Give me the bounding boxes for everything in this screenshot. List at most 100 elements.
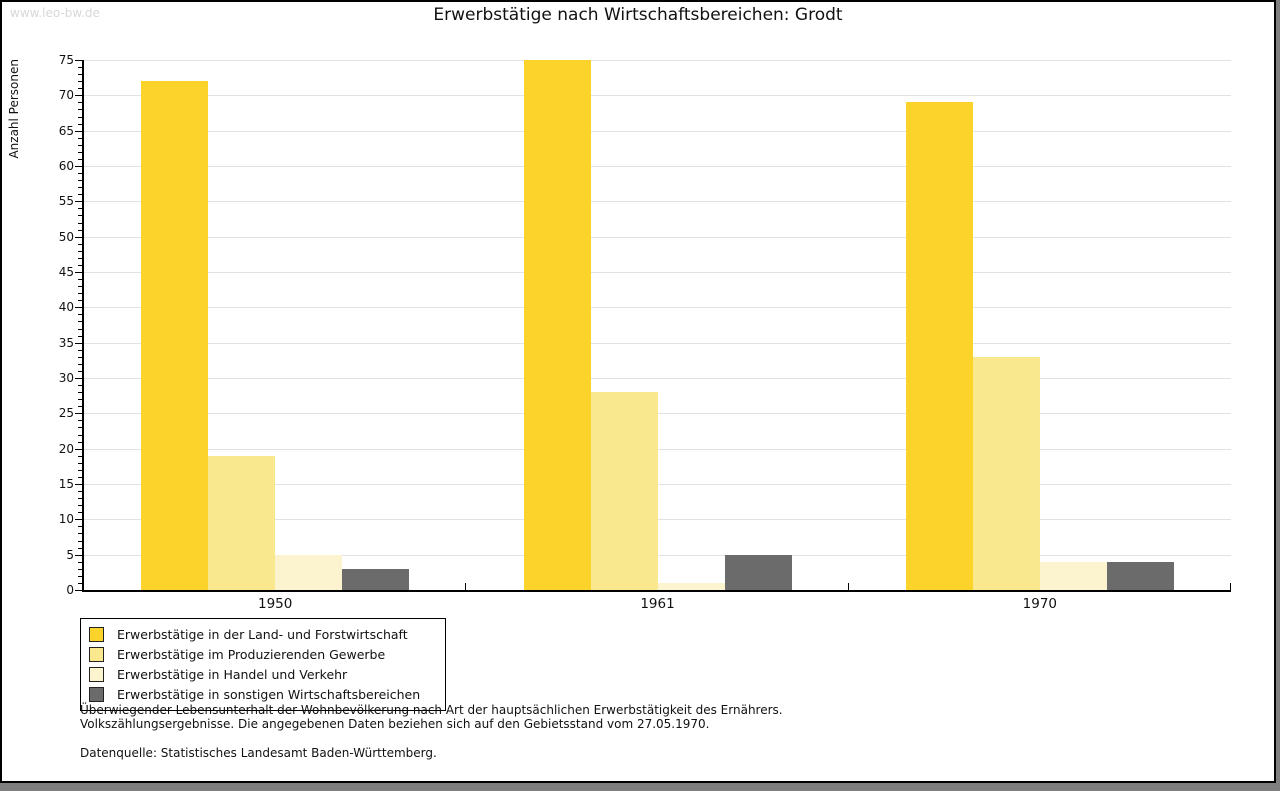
legend-swatch (89, 626, 104, 642)
y-minor-tick (78, 194, 82, 196)
y-major-tick (75, 236, 82, 238)
x-axis-tick (465, 583, 466, 590)
y-minor-tick (78, 406, 82, 408)
y-minor-tick (78, 462, 82, 464)
y-major-tick (75, 201, 82, 203)
y-minor-tick (78, 491, 82, 493)
gridline (84, 272, 1231, 273)
legend-swatch (89, 646, 104, 662)
y-minor-tick (78, 222, 82, 224)
y-major-tick (75, 413, 82, 415)
y-minor-tick (78, 533, 82, 535)
y-minor-tick (78, 349, 82, 351)
y-minor-tick (78, 420, 82, 422)
y-minor-tick (78, 512, 82, 514)
y-minor-tick (78, 137, 82, 139)
y-tick-label: 35 (58, 335, 74, 350)
y-tick-label: 15 (58, 477, 74, 491)
bar (208, 455, 276, 590)
gridline (84, 378, 1231, 379)
y-tick-label: 75 (58, 53, 74, 67)
y-tick-label: 25 (58, 406, 74, 421)
bar (1106, 561, 1174, 590)
bar (657, 582, 725, 590)
gridline (84, 413, 1231, 415)
x-category-label: 1950 (257, 596, 293, 612)
gridline (84, 448, 1231, 450)
y-tick-label: 30 (58, 371, 74, 385)
legend-label: Erwerbstätige in Handel und Verkehr (117, 666, 348, 682)
gridline (84, 484, 1231, 485)
y-major-tick (75, 166, 82, 167)
x-category-label: 1961 (640, 596, 675, 612)
plot-area: 0 5 10 15 20 25 30 35 40 45 50 55 60 65 70 75 1950 1961 19… (59, 53, 1231, 612)
y-major-tick (75, 95, 82, 97)
y-minor-tick (78, 74, 82, 76)
y-minor-tick (78, 575, 82, 577)
y-major-tick (75, 519, 82, 521)
y-minor-tick (78, 173, 82, 175)
y-major-tick (75, 272, 82, 273)
y-tick-label: 65 (58, 123, 74, 138)
y-minor-tick (78, 540, 82, 542)
y-minor-tick (78, 526, 82, 528)
y-minor-tick (78, 561, 82, 563)
gridline (84, 95, 1231, 97)
y-major-tick (75, 448, 82, 450)
bar (972, 356, 1040, 590)
bar (342, 568, 410, 590)
y-minor-tick (78, 215, 82, 217)
gridline (84, 166, 1231, 167)
y-minor-tick (78, 293, 82, 295)
y-major-tick (75, 590, 82, 591)
y-minor-tick (78, 158, 82, 160)
bar (724, 554, 792, 590)
bar (275, 554, 343, 590)
y-minor-tick (78, 363, 82, 365)
y-minor-tick (78, 102, 82, 104)
y-minor-tick (78, 434, 82, 436)
y-major-tick (75, 378, 82, 379)
legend-swatch (89, 686, 104, 702)
bar (590, 392, 658, 590)
y-minor-tick (78, 335, 82, 337)
gridline (84, 554, 1231, 556)
gridline (84, 201, 1231, 203)
y-minor-tick (78, 180, 82, 182)
y-minor-tick (78, 321, 82, 323)
legend-label: Erwerbstätige in sonstigen Wirtschaftsbe… (117, 686, 421, 702)
y-minor-tick (78, 81, 82, 83)
y-minor-tick (78, 498, 82, 500)
y-minor-tick (78, 88, 82, 90)
y-minor-tick (78, 568, 82, 570)
y-minor-tick (78, 455, 82, 457)
footer-note-line2: Volkszählungsergebnisse. Die angegebenen… (80, 716, 710, 731)
y-minor-tick (78, 328, 82, 330)
y-minor-tick (78, 300, 82, 302)
y-minor-tick (78, 547, 82, 549)
y-major-tick (75, 554, 82, 556)
gridline (84, 236, 1231, 238)
legend-item: Erwerbstätige in sonstigen Wirtschaftsbe… (89, 684, 437, 704)
y-major-tick (75, 130, 82, 132)
y-tick-label: 50 (58, 229, 74, 244)
y-tick-label: 40 (58, 300, 74, 315)
legend-label: Erwerbstätige im Produzierenden Gewerbe (117, 646, 386, 662)
x-axis-tick (848, 583, 849, 590)
y-tick-label: 70 (58, 88, 74, 103)
y-minor-tick (78, 123, 82, 125)
y-minor-tick (78, 144, 82, 146)
y-tick-label: 20 (58, 441, 74, 456)
y-minor-tick (78, 208, 82, 210)
y-minor-tick (78, 399, 82, 401)
footer-note-line1: Überwiegender Lebensunterhalt der Wohnbe… (80, 703, 783, 717)
x-axis-tick (1230, 583, 1231, 590)
y-minor-tick (78, 505, 82, 507)
gridline (84, 60, 1231, 61)
y-major-tick (75, 342, 82, 344)
legend-item: Erwerbstätige in der Land- und Forstwirt… (89, 624, 437, 644)
y-minor-tick (78, 264, 82, 266)
y-minor-tick (78, 279, 82, 281)
footer-source: Datenquelle: Statistisches Landesamt Bad… (80, 746, 437, 760)
gridline (84, 130, 1231, 132)
